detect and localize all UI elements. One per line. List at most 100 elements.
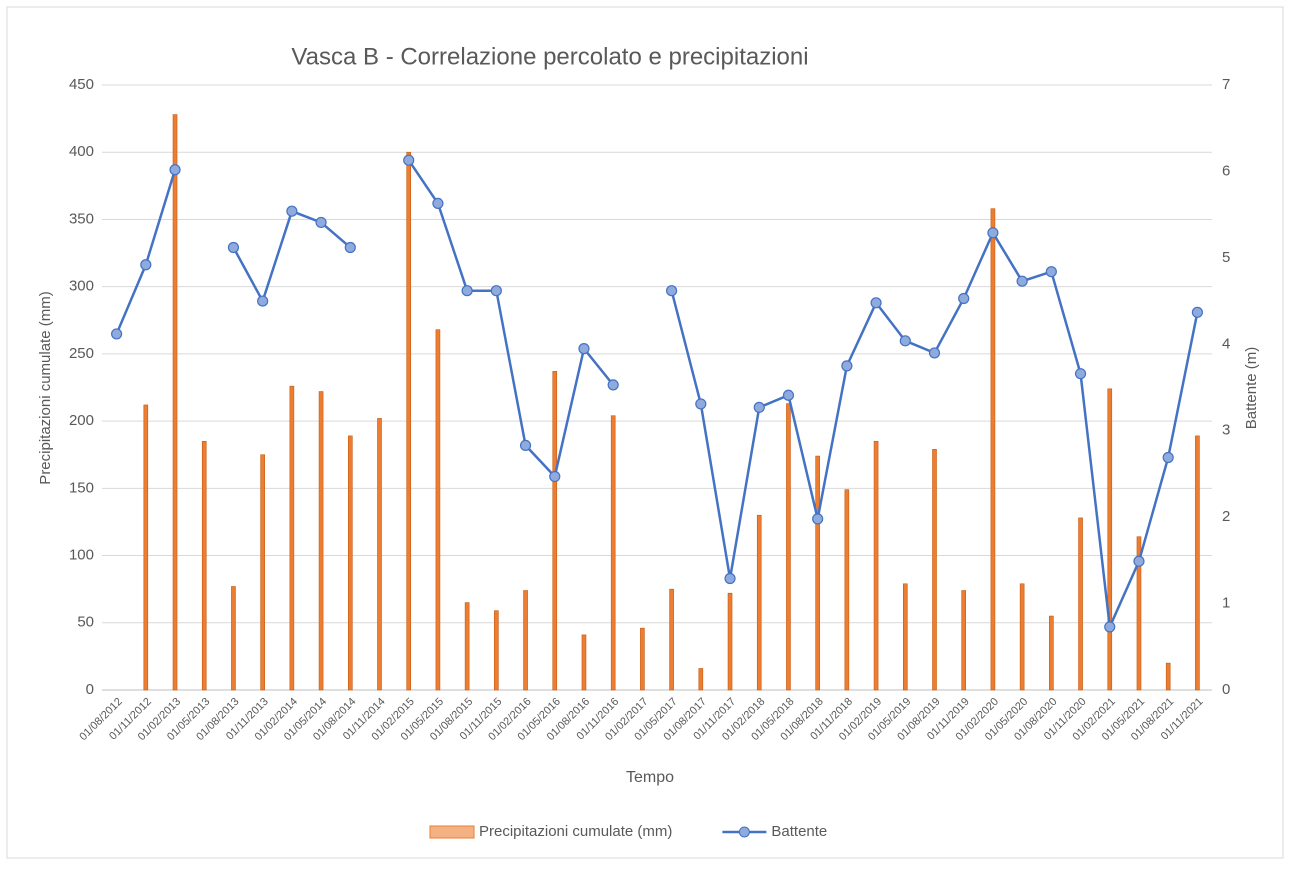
line-marker [1162, 451, 1174, 464]
y-tick-label: 200 [69, 412, 94, 429]
line-marker [899, 335, 911, 347]
y-axis-title: Precipitazioni cumulate (mm) [37, 291, 54, 484]
y2-tick-label: 7 [1222, 76, 1230, 93]
y2-tick-label: 1 [1222, 595, 1230, 612]
bar [932, 449, 937, 691]
line-marker [753, 401, 765, 413]
line-marker [695, 398, 707, 410]
bar [1165, 662, 1171, 691]
bar [406, 151, 412, 691]
bar [581, 634, 587, 691]
bar [1107, 388, 1113, 691]
line-marker [1074, 368, 1087, 380]
bar [1049, 615, 1054, 691]
y-tick-label: 300 [69, 278, 94, 295]
bar [1195, 435, 1200, 691]
line-marker [461, 285, 473, 297]
y2-axis-title: Battente (m) [1243, 347, 1260, 430]
line-marker [1045, 266, 1057, 278]
line-marker [1191, 306, 1203, 318]
line-marker [490, 285, 502, 297]
bar [990, 208, 996, 691]
bar [377, 418, 382, 691]
y-tick-label: 450 [69, 76, 94, 93]
line-marker [111, 328, 123, 340]
bar [143, 404, 149, 691]
line-marker [1104, 621, 1116, 633]
bar [347, 435, 353, 691]
y-tick-label: 150 [69, 479, 94, 496]
y2-tick-label: 3 [1222, 422, 1230, 439]
bar [172, 114, 178, 691]
y-tick-label: 0 [86, 681, 94, 698]
bar [961, 590, 967, 691]
bar [494, 610, 499, 691]
bar [610, 415, 616, 691]
bar [844, 489, 850, 691]
bar [756, 514, 762, 691]
y-tick-label: 100 [69, 547, 94, 564]
legend-swatch [738, 826, 750, 838]
bar [727, 592, 733, 691]
chart-frame [6, 6, 1284, 859]
y2-tick-label: 4 [1222, 335, 1230, 352]
bar [815, 455, 820, 691]
line-marker [578, 343, 590, 355]
bar [902, 583, 908, 691]
bar [698, 668, 704, 691]
line-marker [987, 227, 999, 239]
bar [260, 454, 265, 691]
line-marker [724, 572, 736, 585]
y2-tick-label: 0 [1222, 681, 1230, 698]
y-tick-label: 250 [69, 345, 94, 362]
legend-label: Battente [771, 823, 827, 840]
line-marker [870, 297, 882, 309]
line-marker [432, 197, 444, 210]
bar [201, 440, 207, 691]
bar [1136, 536, 1142, 691]
line-marker [958, 292, 970, 305]
line-marker [928, 347, 941, 359]
bar [786, 403, 791, 691]
bar [1078, 517, 1083, 691]
line-marker [1133, 555, 1145, 567]
bar [289, 385, 295, 691]
bar [318, 391, 324, 691]
line-marker [257, 295, 269, 307]
y2-tick-label: 2 [1222, 508, 1230, 525]
line-marker [403, 154, 415, 166]
y-tick-label: 50 [77, 614, 94, 631]
y-tick-label: 400 [69, 143, 94, 160]
bar [231, 586, 236, 691]
line-marker [666, 285, 678, 297]
bar [523, 590, 528, 691]
line-marker [782, 389, 795, 401]
line-marker [140, 259, 152, 271]
line-marker [841, 360, 853, 372]
bar [873, 440, 879, 691]
line-marker [315, 216, 327, 229]
line-marker [1016, 275, 1028, 287]
y2-tick-label: 6 [1222, 162, 1230, 179]
x-axis-title: Tempo [626, 769, 674, 786]
bar [1019, 583, 1025, 691]
bar [552, 371, 558, 691]
line-marker [812, 513, 824, 525]
line-marker [169, 164, 181, 176]
line-marker [344, 241, 356, 254]
y2-tick-label: 5 [1222, 249, 1230, 266]
line-marker [519, 439, 532, 452]
chart-title: Vasca B - Correlazione percolato e preci… [291, 43, 808, 70]
line-marker [227, 241, 240, 254]
y-tick-label: 350 [69, 210, 94, 227]
legend-swatch [429, 825, 475, 839]
line-marker [549, 470, 561, 483]
bar [669, 588, 674, 691]
line-marker [286, 205, 298, 217]
bar [464, 602, 470, 691]
bar [640, 627, 645, 691]
bar [435, 329, 441, 691]
legend-label: Precipitazioni cumulate (mm) [479, 823, 672, 840]
line-marker [607, 379, 619, 391]
